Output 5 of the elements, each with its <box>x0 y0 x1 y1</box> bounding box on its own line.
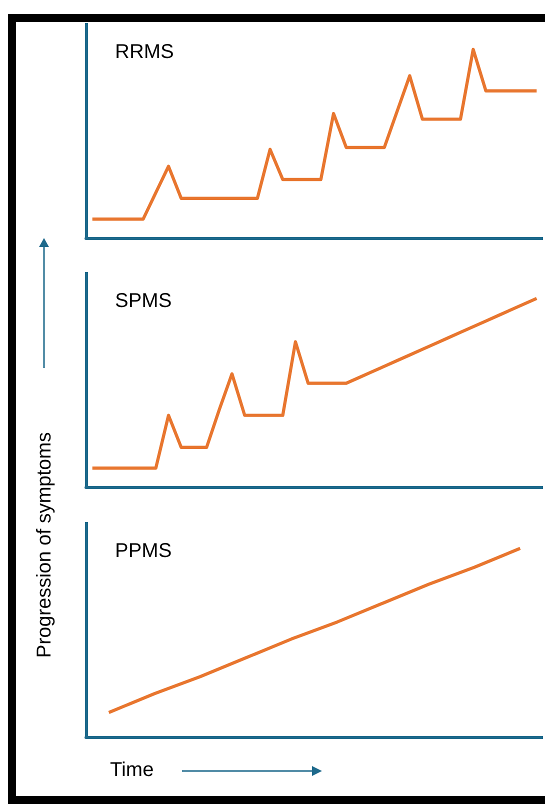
chart-title: SPMS <box>115 290 172 312</box>
chart-title: PPMS <box>115 540 172 562</box>
chart-title: RRMS <box>115 41 174 63</box>
y-axis-title: Progression of symptoms <box>34 432 56 658</box>
x-axis-title: Time <box>110 759 154 782</box>
